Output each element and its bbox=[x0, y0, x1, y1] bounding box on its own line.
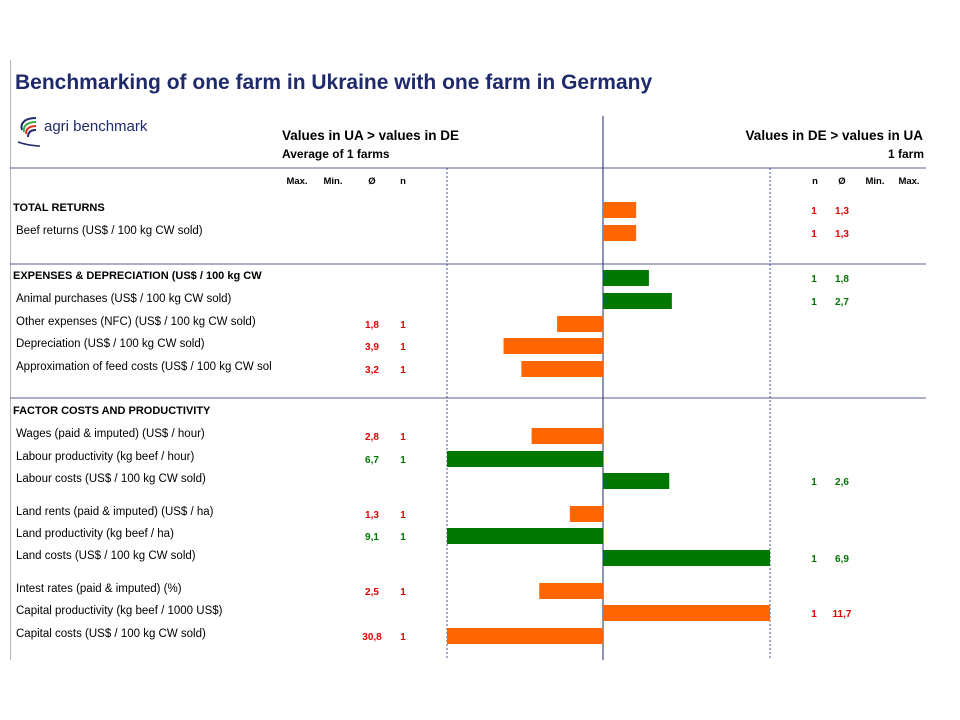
n-value-label: 1 bbox=[811, 229, 817, 240]
n-value-label: 1 bbox=[400, 510, 406, 521]
n-value-label: 1 bbox=[400, 587, 406, 598]
avg-value-label: 11,7 bbox=[833, 609, 852, 620]
n-value-label: 1 bbox=[400, 320, 406, 331]
avg-value-label: 6,7 bbox=[365, 455, 379, 466]
bar bbox=[603, 270, 649, 286]
n-value-label: 1 bbox=[400, 365, 406, 376]
avg-value-label: 9,1 bbox=[365, 532, 379, 543]
col-header-min-left: Min. bbox=[323, 176, 343, 187]
n-value-label: 1 bbox=[400, 432, 406, 443]
avg-value-label: 1,8 bbox=[365, 320, 379, 331]
bar bbox=[603, 473, 670, 489]
left-header-subtitle: Average of 1 farms bbox=[282, 147, 390, 161]
bar bbox=[557, 316, 603, 332]
avg-value-label: 3,9 bbox=[365, 342, 379, 353]
left-frame-line bbox=[10, 60, 11, 660]
col-header-n-left: n bbox=[400, 176, 406, 187]
row-label: Approximation of feed costs (US$ / 100 k… bbox=[16, 361, 272, 373]
col-header-avg-left: Ø bbox=[368, 176, 376, 187]
avg-value-label: 1,3 bbox=[835, 229, 849, 240]
n-value-label: 1 bbox=[811, 609, 817, 620]
bar bbox=[569, 506, 603, 522]
bar bbox=[539, 583, 603, 599]
bar bbox=[603, 605, 770, 621]
avg-value-label: 2,8 bbox=[365, 432, 379, 443]
section-label: TOTAL RETURNS bbox=[13, 202, 105, 214]
n-value-label: 1 bbox=[811, 206, 817, 217]
row-label: Other expenses (NFC) (US$ / 100 kg CW so… bbox=[16, 316, 256, 328]
n-value-label: 1 bbox=[400, 632, 406, 643]
bar bbox=[603, 293, 672, 309]
bar bbox=[503, 338, 603, 354]
avg-value-label: 1,8 bbox=[835, 274, 849, 285]
bar bbox=[447, 451, 603, 467]
row-label: Labour costs (US$ / 100 kg CW sold) bbox=[16, 473, 206, 485]
logo: agri benchmark bbox=[14, 112, 184, 152]
row-label: Animal purchases (US$ / 100 kg CW sold) bbox=[16, 293, 232, 305]
row-label: Land productivity (kg beef / ha) bbox=[16, 528, 174, 540]
col-header-min-right: Min. bbox=[865, 176, 885, 187]
bar bbox=[603, 550, 770, 566]
avg-value-label: 30,8 bbox=[362, 632, 382, 643]
left-header-title: Values in UA > values in DE bbox=[282, 128, 459, 143]
avg-value-label: 6,9 bbox=[835, 554, 849, 565]
row-label: Land costs (US$ / 100 kg CW sold) bbox=[16, 550, 196, 562]
row-label: Depreciation (US$ / 100 kg CW sold) bbox=[16, 338, 205, 350]
bar bbox=[603, 202, 637, 218]
row-label: Beef returns (US$ / 100 kg CW sold) bbox=[16, 225, 203, 237]
n-value-label: 1 bbox=[811, 477, 817, 488]
avg-value-label: 2,5 bbox=[365, 587, 379, 598]
bar bbox=[521, 361, 603, 377]
n-value-label: 1 bbox=[400, 532, 406, 543]
bar bbox=[531, 428, 603, 444]
col-header-n-right: n bbox=[812, 176, 818, 187]
section-label: FACTOR COSTS AND PRODUCTIVITY bbox=[13, 405, 211, 417]
row-label: Capital costs (US$ / 100 kg CW sold) bbox=[16, 628, 206, 640]
row-label: Labour productivity (kg beef / hour) bbox=[16, 451, 195, 463]
n-value-label: 1 bbox=[400, 342, 406, 353]
row-label: Intest rates (paid & imputed) (%) bbox=[16, 583, 182, 595]
col-header-max-left: Max. bbox=[286, 176, 308, 187]
section-label: EXPENSES & DEPRECIATION (US$ / 100 kg CW bbox=[13, 270, 262, 282]
row-label: Capital productivity (kg beef / 1000 US$… bbox=[16, 605, 223, 617]
logo-text: agri benchmark bbox=[44, 118, 148, 135]
n-value-label: 1 bbox=[811, 297, 817, 308]
agri-benchmark-logo-icon bbox=[17, 117, 40, 147]
right-header-subtitle: 1 farm bbox=[887, 147, 924, 161]
row-label: Land rents (paid & imputed) (US$ / ha) bbox=[16, 506, 214, 518]
avg-value-label: 1,3 bbox=[835, 206, 849, 217]
col-header-avg-right: Ø bbox=[838, 176, 846, 187]
bar bbox=[603, 225, 637, 241]
row-label: Wages (paid & imputed) (US$ / hour) bbox=[16, 428, 205, 440]
n-value-label: 1 bbox=[811, 554, 817, 565]
n-value-label: 1 bbox=[400, 455, 406, 466]
avg-value-label: 3,2 bbox=[365, 365, 379, 376]
col-header-max-right: Max. bbox=[898, 176, 920, 187]
avg-value-label: 1,3 bbox=[365, 510, 379, 521]
avg-value-label: 2,6 bbox=[835, 477, 849, 488]
right-header-title: Values in DE > values in UA bbox=[745, 128, 923, 143]
page-title: Benchmarking of one farm in Ukraine with… bbox=[15, 71, 653, 94]
bar bbox=[447, 528, 603, 544]
avg-value-label: 2,7 bbox=[835, 297, 849, 308]
bar bbox=[447, 628, 603, 644]
n-value-label: 1 bbox=[811, 274, 817, 285]
